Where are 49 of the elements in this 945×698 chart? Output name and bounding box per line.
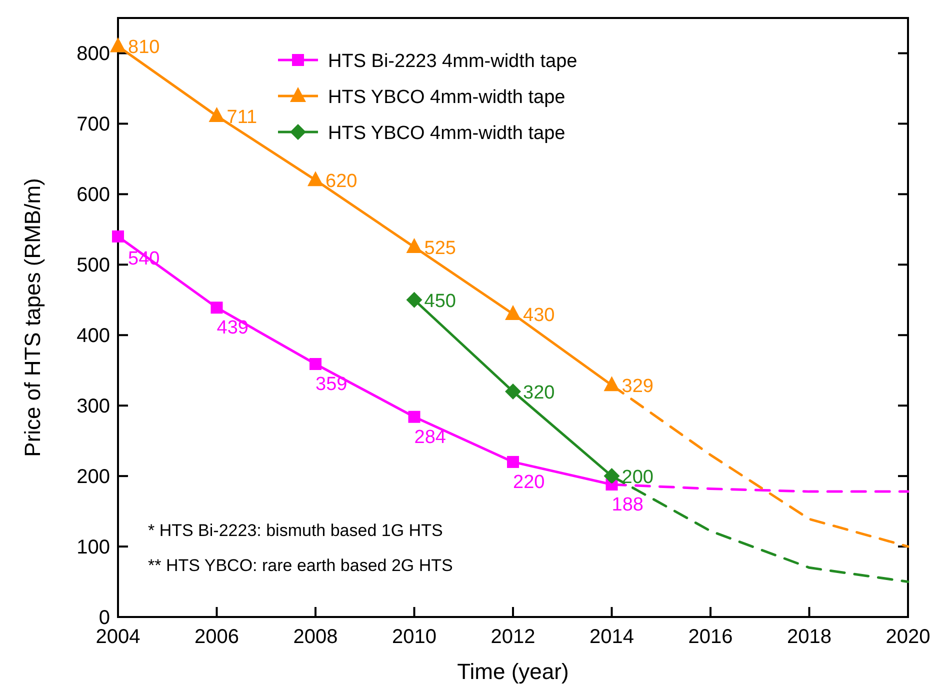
point	[310, 358, 322, 370]
y-tick-label: 500	[76, 254, 110, 277]
x-tick-label: 2006	[194, 626, 239, 648]
y-tick-label: 0	[98, 607, 110, 629]
point	[507, 456, 519, 468]
data-label: 620	[326, 171, 358, 192]
data-label: 284	[414, 426, 446, 448]
x-tick-label: 2020	[886, 626, 930, 648]
y-tick-label: 800	[76, 43, 110, 66]
x-axis-title: Time (year)	[457, 659, 569, 684]
point	[308, 171, 324, 186]
point	[208, 106, 225, 122]
y-tick-label: 300	[76, 396, 110, 418]
y-tick-label: 700	[76, 114, 110, 136]
point	[112, 230, 124, 242]
legend-label: HTS Bi-2223 4mm-width tape	[328, 51, 578, 72]
data-label: 711	[226, 106, 258, 128]
data-label: 329	[622, 376, 654, 398]
legend-label: HTS YBCO 4mm-width tape	[328, 87, 566, 108]
data-label: 320	[523, 382, 555, 404]
data-label: 430	[523, 304, 555, 326]
y-tick-label: 400	[76, 325, 110, 348]
data-label: 200	[622, 467, 654, 488]
data-label: 220	[513, 472, 545, 493]
data-label: 188	[612, 494, 644, 516]
x-tick-label: 2012	[490, 626, 536, 648]
point	[210, 302, 223, 314]
x-tick-label: 2014	[590, 626, 634, 648]
point	[406, 292, 422, 308]
point	[110, 37, 126, 52]
x-tick-label: 2018	[787, 626, 832, 648]
x-tick-label: 2010	[392, 626, 436, 648]
y-tick-label: 200	[76, 466, 110, 488]
point	[406, 238, 422, 254]
y-tick-label: 100	[76, 536, 110, 559]
x-tick-label: 2004	[96, 626, 140, 648]
point	[408, 410, 420, 423]
annotation: * HTS Bi-2223: bismuth based 1G HTS	[148, 521, 443, 540]
legend-label: HTS YBCO 4mm-width tape	[328, 123, 566, 144]
point	[505, 383, 521, 400]
point	[505, 304, 521, 320]
y-axis-title: Price of HTS tapes (RMB/m)	[20, 178, 45, 457]
data-label: 810	[128, 37, 160, 58]
data-label: 525	[424, 238, 456, 260]
y-tick-label: 600	[76, 184, 110, 206]
annotation: ** HTS YBCO: rare earth based 2G HTS	[148, 556, 453, 575]
x-tick-label: 2016	[688, 626, 733, 648]
data-label: 450	[424, 290, 456, 312]
x-tick-label: 2008	[293, 626, 338, 648]
